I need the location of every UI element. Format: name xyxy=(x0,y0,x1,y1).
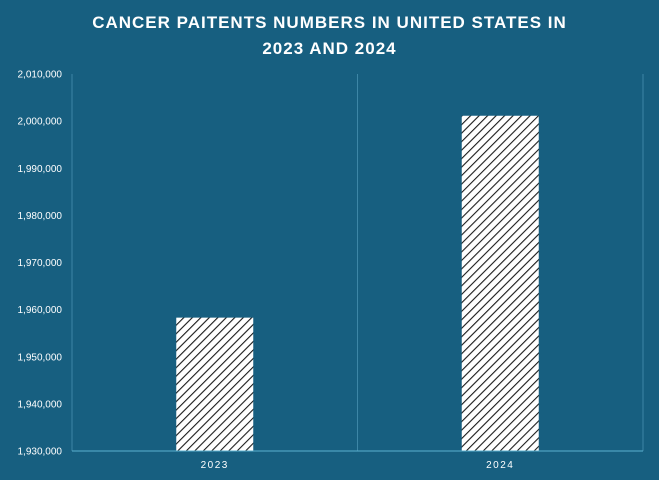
chart-title: CANCER PAITENTS NUMBERS IN UNITED STATES… xyxy=(0,10,659,62)
y-tick-label: 1,960,000 xyxy=(18,305,63,316)
y-tick-label: 1,990,000 xyxy=(18,164,63,175)
chart-title-line-2: 2023 AND 2024 xyxy=(262,39,397,58)
x-tick-label: 2024 xyxy=(486,460,514,471)
y-tick-label: 1,970,000 xyxy=(18,258,63,269)
bars xyxy=(176,115,539,451)
x-axis-ticks: 2023 2024 xyxy=(201,460,514,471)
bar-2024 xyxy=(461,115,539,451)
bar-2023 xyxy=(176,317,254,451)
y-axis-ticks: 1,930,000 1,940,000 1,950,000 1,960,000 1,97… xyxy=(18,70,63,458)
y-tick-label: 1,940,000 xyxy=(18,399,63,410)
grid-lines xyxy=(71,74,644,451)
chart-title-line-1: CANCER PAITENTS NUMBERS IN UNITED STATES… xyxy=(92,13,567,32)
y-tick-label: 1,980,000 xyxy=(18,211,63,222)
x-tick-label: 2023 xyxy=(201,460,229,471)
y-tick-label: 1,930,000 xyxy=(18,447,63,458)
y-tick-label: 1,950,000 xyxy=(18,352,63,363)
y-tick-label: 2,000,000 xyxy=(18,117,63,128)
y-tick-label: 2,010,000 xyxy=(18,70,63,81)
